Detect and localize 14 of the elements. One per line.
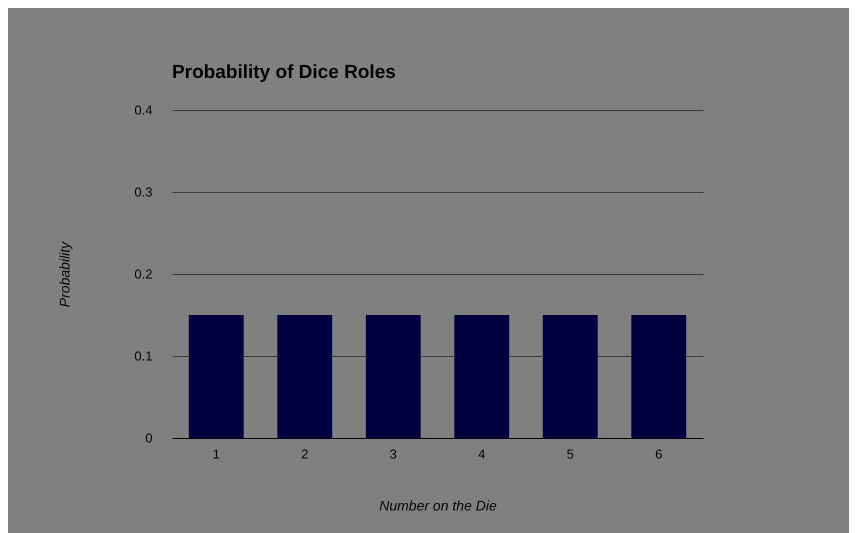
y-tick-label: 0	[145, 430, 152, 446]
y-axis-title: Probability	[56, 240, 72, 308]
x-tick-label: 6	[655, 446, 662, 462]
y-tick-label: 0.2	[134, 266, 152, 282]
x-tick-label: 3	[390, 446, 397, 462]
y-tick-label: 0.4	[134, 102, 152, 118]
x-tick-label: 4	[478, 446, 486, 462]
x-tick-label: 5	[566, 446, 574, 462]
y-tick-label: 0.1	[134, 348, 152, 364]
y-tick-label: 0.3	[134, 184, 152, 200]
chart-title: Probability of Dice Roles	[172, 62, 396, 83]
x-tick-label: 1	[212, 446, 220, 462]
x-tick-label: 2	[301, 446, 308, 462]
x-axis-title: Number on the Die	[379, 498, 497, 514]
